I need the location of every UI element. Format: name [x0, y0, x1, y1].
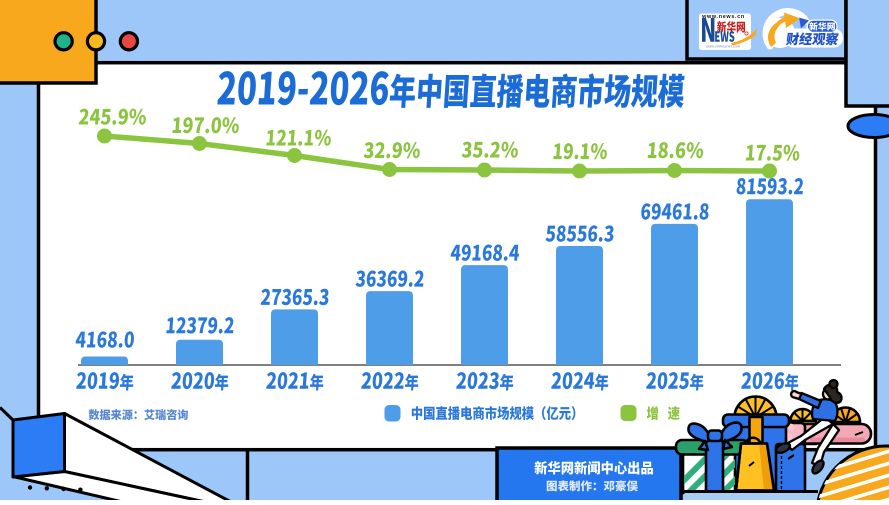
svg-text:www.news.cn: www.news.cn — [701, 14, 745, 20]
svg-text:www.xinhuanet.com: www.xinhuanet.com — [706, 43, 741, 48]
